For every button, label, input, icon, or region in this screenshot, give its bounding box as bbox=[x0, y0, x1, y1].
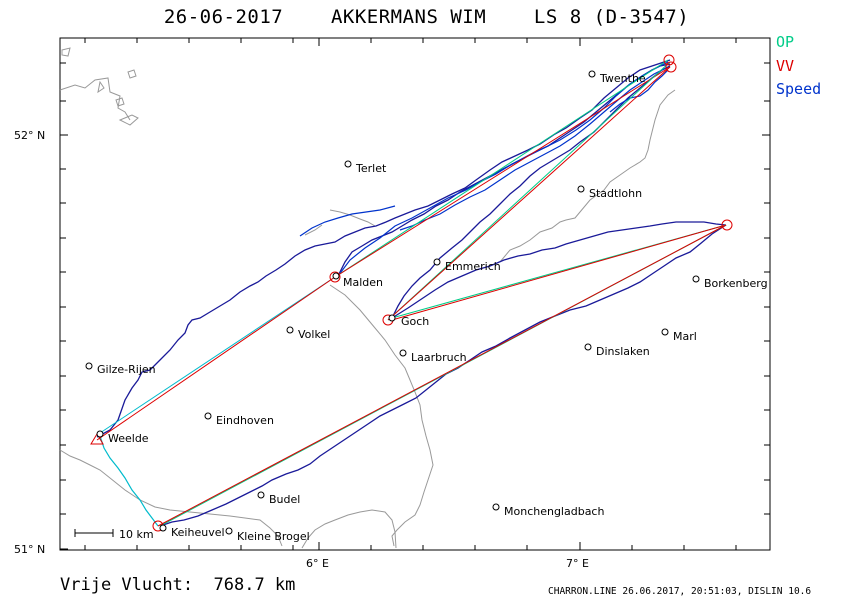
place-terlet: Terlet bbox=[355, 162, 387, 175]
place-kleine-brogel: Kleine Brogel bbox=[237, 530, 310, 543]
lat-label-51: 51° N bbox=[14, 543, 45, 556]
lat-label-52: 52° N bbox=[14, 129, 45, 142]
place-malden: Malden bbox=[343, 276, 383, 289]
legend-vv: VV bbox=[776, 57, 795, 75]
scale-bar-label: 10 km bbox=[119, 528, 154, 541]
place-gilze-rijen: Gilze-Rijen bbox=[97, 363, 156, 376]
legend-speed: Speed bbox=[776, 80, 822, 98]
footer-info: CHARRON.LINE 26.06.2017, 20:51:03, DISLI… bbox=[548, 586, 812, 597]
map-frame bbox=[59, 37, 771, 551]
place-budel: Budel bbox=[269, 493, 300, 506]
place-keiheuvel: Keiheuvel bbox=[171, 526, 225, 539]
place-markers bbox=[85, 70, 700, 535]
place-goch: Goch bbox=[401, 315, 429, 328]
flight-track bbox=[96, 59, 727, 527]
place-dinslaken: Dinslaken bbox=[596, 345, 650, 358]
place-monchengladbach: Monchengladbach bbox=[504, 505, 604, 518]
task-legs bbox=[96, 59, 727, 527]
country-borders bbox=[59, 47, 676, 549]
place-stadtlohn: Stadtlohn bbox=[589, 187, 642, 200]
place-weelde: Weelde bbox=[108, 432, 149, 445]
place-marl: Marl bbox=[673, 330, 697, 343]
place-emmerich: Emmerich bbox=[445, 260, 501, 273]
turnpoint-markers bbox=[90, 54, 733, 532]
lon-label-7: 7° E bbox=[566, 557, 589, 570]
place-laarbruch: Laarbruch bbox=[411, 351, 467, 364]
free-flight-distance: Vrije Vlucht: 768.7 km bbox=[60, 575, 296, 595]
lon-label-6: 6° E bbox=[306, 557, 329, 570]
axis-ticks bbox=[60, 38, 770, 550]
place-eindhoven: Eindhoven bbox=[216, 414, 274, 427]
place-borkenberg: Borkenberg bbox=[704, 277, 768, 290]
scale-bar bbox=[74, 529, 114, 537]
place-twenthe: Twenthe bbox=[599, 72, 646, 85]
place-labels: Twenthe Terlet Stadtlohn Emmerich Malden… bbox=[97, 72, 768, 543]
map-title: 26-06-2017 AKKERMANS WIM LS 8 (D-3547) bbox=[163, 6, 690, 28]
place-volkel: Volkel bbox=[298, 328, 330, 341]
legend-op: OP bbox=[776, 33, 795, 51]
